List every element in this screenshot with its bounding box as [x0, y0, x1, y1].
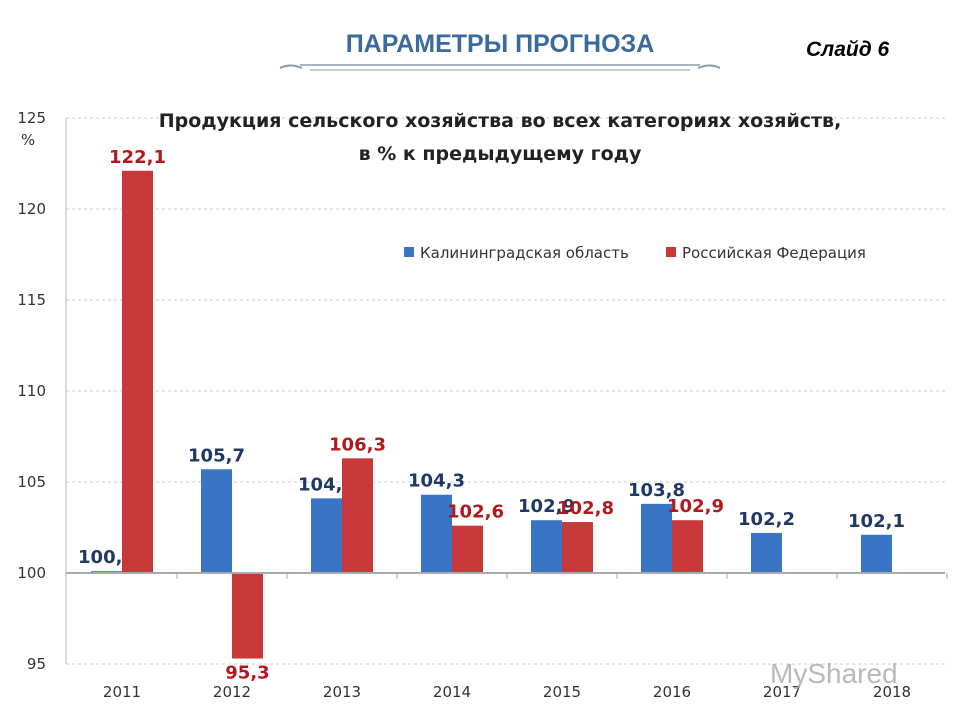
data-label: 102,1: [848, 511, 905, 532]
heading-ornament: [280, 64, 720, 71]
bar-kaliningrad-2014: [421, 494, 452, 573]
bar-kaliningrad-2017: [751, 532, 782, 573]
bar-russia-2016: [672, 520, 703, 573]
x-tick-label: 2011: [103, 683, 141, 701]
data-label: 102,9: [667, 496, 724, 517]
data-label: 103,8: [628, 480, 685, 501]
data-label: 122,1: [109, 147, 166, 168]
x-tick-label: 2018: [873, 683, 911, 701]
y-axis-label: %: [21, 131, 35, 149]
bar-kaliningrad-2012: [201, 469, 232, 573]
data-label: 102,8: [557, 498, 614, 519]
bar-kaliningrad-2013: [311, 498, 342, 573]
legend-swatch: [666, 247, 676, 257]
data-label: 102,9: [518, 496, 575, 517]
bar-russia-2015: [562, 522, 593, 573]
bar-kaliningrad-2018: [861, 534, 892, 573]
data-label: 104,3: [408, 471, 465, 492]
data-label: 106,3: [329, 434, 386, 455]
y-tick-label: 100: [17, 564, 46, 582]
data-label: 102,2: [738, 509, 795, 530]
x-tick-label: 2015: [543, 683, 581, 701]
y-tick-label: 95: [27, 655, 46, 673]
slide-heading: ПАРАМЕТРЫ ПРОГНОЗА: [345, 30, 655, 58]
slide-number: Слайд 6: [806, 38, 890, 61]
data-label: 95,3: [225, 663, 269, 684]
x-tick-label: 2016: [653, 683, 691, 701]
y-tick-label: 125: [17, 109, 46, 127]
data-label: 105,7: [188, 445, 245, 466]
x-tick-label: 2014: [433, 683, 471, 701]
data-label: 102,6: [447, 502, 504, 523]
x-tick-label: 2013: [323, 683, 361, 701]
bar-kaliningrad-2016: [641, 503, 672, 573]
bar-russia-2011: [122, 170, 153, 573]
watermark: MyShared: [770, 658, 898, 689]
legend-swatch: [404, 247, 414, 257]
y-tick-label: 105: [17, 473, 46, 491]
data-label: 104,1: [298, 474, 355, 495]
bar-russia-2014: [452, 525, 483, 573]
y-tick-label: 110: [17, 382, 46, 400]
legend-label: Российская Федерация: [682, 244, 866, 262]
legend-label: Калининградская область: [420, 244, 629, 262]
bar-kaliningrad-2015: [531, 520, 562, 573]
x-tick-label: 2012: [213, 683, 251, 701]
y-tick-label: 115: [17, 291, 46, 309]
chart-title: Продукция сельского хозяйства во всех ка…: [159, 110, 842, 132]
y-tick-label: 120: [17, 200, 46, 218]
chart-subtitle: в % к предыдущему году: [359, 143, 642, 165]
x-tick-label: 2017: [763, 683, 801, 701]
data-label: 100,1: [78, 547, 135, 568]
bar-russia-2012: [232, 573, 263, 659]
bar-russia-2013: [342, 458, 373, 573]
